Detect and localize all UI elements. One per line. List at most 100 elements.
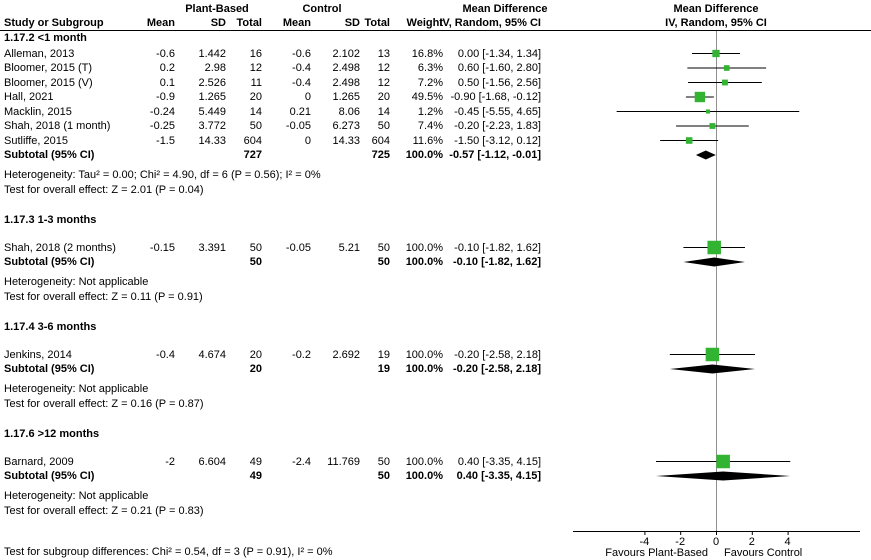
header-divider bbox=[0, 30, 871, 31]
plant-mean: 0.1 bbox=[159, 76, 175, 89]
control-total: 19 bbox=[377, 363, 390, 375]
col-header-ci-plot: IV, Random, 95% CI bbox=[665, 17, 767, 29]
control-mean: -0.6 bbox=[292, 47, 311, 60]
study-label: Barnard, 2009 bbox=[4, 455, 74, 468]
overall-effect-note: Test for overall effect: Z = 0.16 (P = 0… bbox=[4, 397, 204, 410]
weight-value: 49.5% bbox=[411, 91, 443, 103]
ci-text: -0.20 [-2.58, 2.18] bbox=[452, 363, 541, 375]
col-header-plant-total: Total bbox=[236, 17, 262, 29]
control-total: 50 bbox=[377, 120, 390, 132]
plant-mean: -2 bbox=[165, 455, 175, 468]
group1-header: Plant-Based bbox=[185, 3, 249, 15]
ci-text: -0.20 [-2.58, 2.18] bbox=[454, 348, 541, 361]
study-row: Hall, 2021 -0.9 1.265 20 0 1.265 20 49.5% -0.90 … bbox=[0, 90, 871, 104]
study-label: Sutliffe, 2015 bbox=[4, 134, 69, 147]
subgroup-title: 1.17.4 3-6 months bbox=[4, 320, 97, 333]
plant-sd: 1.442 bbox=[198, 47, 226, 60]
subgroup-title-row: 1.17.2 <1 month bbox=[0, 31, 871, 45]
weight-value: 6.3% bbox=[417, 62, 443, 74]
col-header-ci-text: IV, Random, 95% CI bbox=[439, 17, 541, 29]
plant-sd: 3.772 bbox=[198, 120, 226, 132]
study-row: Jenkins, 2014 -0.4 4.674 20 -0.2 2.692 19 100.0… bbox=[0, 348, 871, 362]
overall-effect-note: Test for overall effect: Z = 0.21 (P = 0… bbox=[4, 504, 204, 517]
subtotal-row: Subtotal (95% CI) 20 19 100.0% -0.20 [-2.58,… bbox=[0, 362, 871, 376]
control-sd: 2.498 bbox=[332, 76, 360, 89]
weight-value: 100.0% bbox=[405, 256, 443, 268]
subgroup-title-row: 1.17.3 1-3 months bbox=[0, 213, 871, 227]
study-label: Bloomer, 2015 (T) bbox=[4, 62, 93, 74]
overall-effect-row: Test for overall effect: Z = 2.01 (P = 0… bbox=[0, 183, 871, 197]
plant-sd: 6.604 bbox=[198, 455, 226, 468]
ci-text: 0.40 [-3.35, 4.15] bbox=[456, 470, 541, 482]
overall-effect-row: Test for overall effect: Z = 0.16 (P = 0… bbox=[0, 397, 871, 411]
weight-value: 11.6% bbox=[412, 134, 443, 147]
heterogeneity-note: Heterogeneity: Tau² = 0.00; Chi² = 4.90,… bbox=[4, 169, 321, 181]
study-row: Shah, 2018 (1 month) -0.25 3.772 50 -0.05 6.2… bbox=[0, 119, 871, 133]
subgroup-title-row: 1.17.4 3-6 months bbox=[0, 320, 871, 334]
ci-text: 0.60 [-1.60, 2.80] bbox=[457, 62, 541, 74]
control-sd: 6.273 bbox=[332, 120, 360, 132]
plant-mean: -0.4 bbox=[156, 348, 175, 361]
ci-text: -0.57 [-1.12, -0.01] bbox=[449, 149, 541, 161]
weight-value: 100.0% bbox=[405, 149, 443, 161]
control-mean: -0.4 bbox=[292, 76, 311, 89]
subgroup-differences-note: Test for subgroup differences: Chi² = 0.… bbox=[4, 546, 333, 558]
overall-effect-row: Test for overall effect: Z = 0.11 (P = 0… bbox=[0, 290, 871, 304]
ci-text: 0.00 [-1.34, 1.34] bbox=[457, 47, 541, 60]
study-row: Alleman, 2013 -0.6 1.442 16 -0.6 2.102 13 16.8%… bbox=[0, 47, 871, 61]
ci-text: -0.90 [-1.68, -0.12] bbox=[450, 91, 542, 103]
control-sd: 11.769 bbox=[327, 455, 360, 468]
control-sd: 2.498 bbox=[332, 62, 360, 74]
plant-sd: 3.391 bbox=[198, 241, 226, 254]
plant-sd: 1.265 bbox=[198, 91, 226, 103]
subtotal-label: Subtotal (95% CI) bbox=[4, 363, 95, 375]
col-header-control-sd: SD bbox=[344, 17, 360, 29]
control-total: 50 bbox=[377, 241, 390, 254]
heterogeneity-row: Heterogeneity: Tau² = 0.00; Chi² = 4.90,… bbox=[0, 168, 871, 182]
study-label: Shah, 2018 (1 month) bbox=[4, 120, 111, 132]
col-header-control-mean: Mean bbox=[282, 17, 311, 29]
weight-value: 16.8% bbox=[411, 47, 443, 60]
study-label: Hall, 2021 bbox=[4, 91, 54, 103]
control-total: 13 bbox=[377, 47, 390, 60]
control-mean: 0 bbox=[304, 91, 311, 103]
ci-text: -1.50 [-3.12, 0.12] bbox=[454, 134, 541, 147]
subtotal-row: Subtotal (95% CI) 50 50 100.0% -0.10 [-1.82,… bbox=[0, 255, 871, 269]
plant-sd: 5.449 bbox=[198, 105, 226, 118]
weight-value: 100.0% bbox=[405, 363, 443, 375]
subgroup-title: 1.17.3 1-3 months bbox=[4, 213, 97, 226]
plant-total: 20 bbox=[249, 348, 262, 361]
control-mean: 0 bbox=[304, 134, 311, 147]
weight-value: 7.2% bbox=[417, 76, 443, 89]
plant-mean: -0.24 bbox=[149, 105, 175, 118]
study-row: Bloomer, 2015 (V) 0.1 2.526 11 -0.4 2.498 12 7.… bbox=[0, 76, 871, 90]
study-label: Jenkins, 2014 bbox=[4, 348, 72, 361]
plant-total: 50 bbox=[249, 256, 262, 268]
study-row: Barnard, 2009 -2 6.604 49 -2.4 11.769 50 100.0%… bbox=[0, 455, 871, 469]
study-row: Sutliffe, 2015 -1.5 14.33 604 0 14.33 604 11.6%… bbox=[0, 134, 871, 148]
ci-text: -0.20 [-2.23, 1.83] bbox=[454, 120, 541, 132]
weight-value: 100.0% bbox=[405, 455, 443, 468]
control-sd: 8.06 bbox=[338, 105, 360, 118]
plant-total: 20 bbox=[249, 91, 262, 103]
control-total: 12 bbox=[377, 76, 390, 89]
plant-total: 50 bbox=[249, 241, 262, 254]
col-header-weight: Weight bbox=[406, 17, 443, 29]
control-total: 725 bbox=[371, 149, 390, 161]
plant-total: 49 bbox=[249, 470, 262, 482]
plant-total: 14 bbox=[249, 105, 262, 118]
study-row: Macklin, 2015 -0.24 5.449 14 0.21 8.06 14 1.2% -… bbox=[0, 105, 871, 119]
overall-effect-note: Test for overall effect: Z = 2.01 (P = 0… bbox=[4, 183, 204, 196]
control-total: 50 bbox=[377, 455, 390, 468]
plant-total: 16 bbox=[249, 47, 262, 60]
plant-sd: 2.98 bbox=[204, 62, 226, 74]
control-sd: 14.33 bbox=[332, 134, 360, 147]
subtotal-row: Subtotal (95% CI) 727 725 100.0% -0.57 [-1.1… bbox=[0, 148, 871, 162]
plant-mean: -0.15 bbox=[149, 241, 175, 254]
col-header-plant-mean: Mean bbox=[146, 17, 175, 29]
control-mean: -0.2 bbox=[292, 348, 311, 361]
ci-text: -0.10 [-1.82, 1.62] bbox=[452, 256, 541, 268]
plant-mean: -0.9 bbox=[156, 91, 175, 103]
